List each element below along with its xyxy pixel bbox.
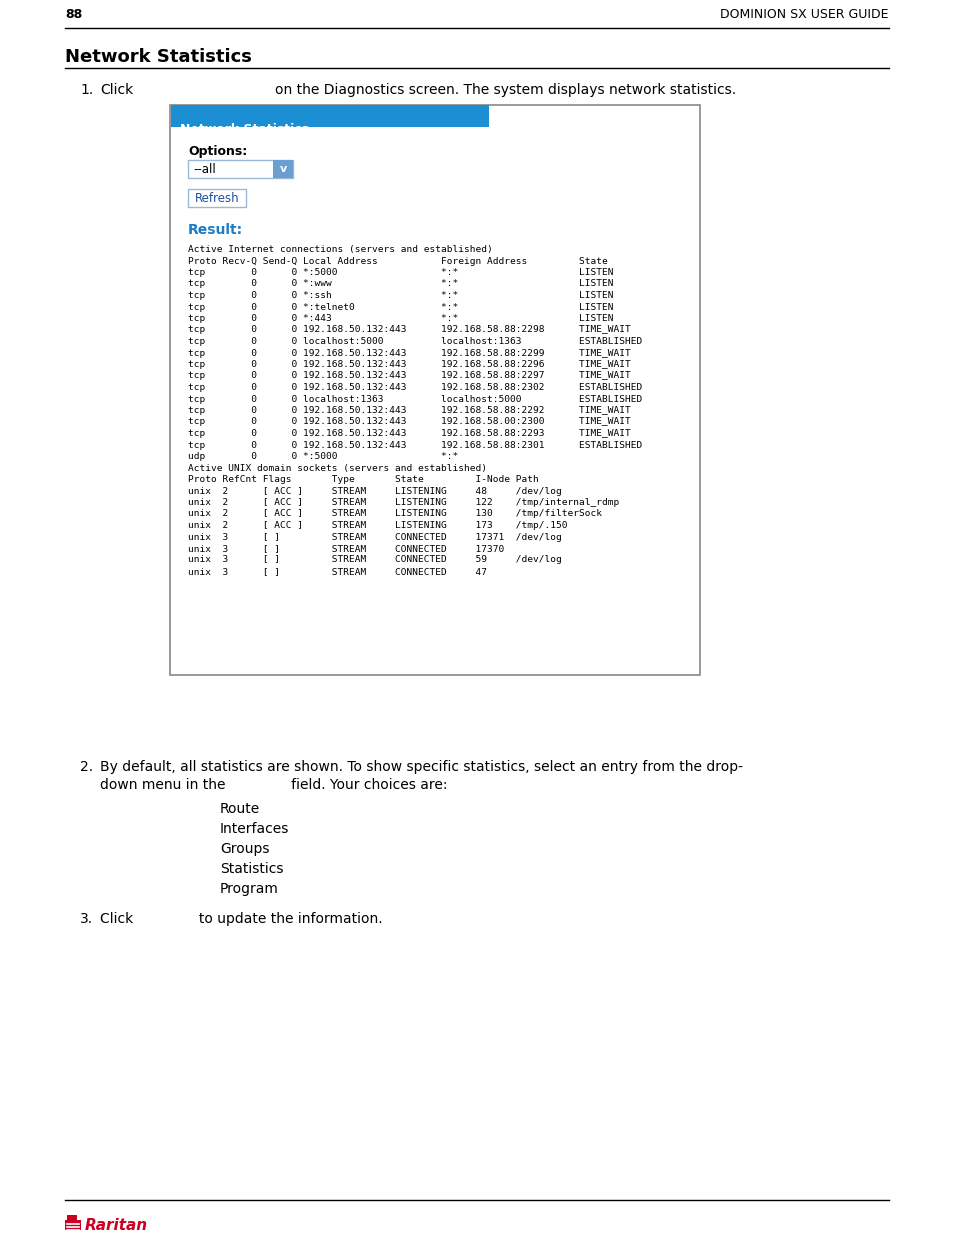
Text: Proto RefCnt Flags       Type       State         I-Node Path: Proto RefCnt Flags Type State I-Node Pat… xyxy=(188,475,538,484)
Text: tcp        0      0 *:5000                  *:*                     LISTEN: tcp 0 0 *:5000 *:* LISTEN xyxy=(188,268,613,277)
Text: 3.: 3. xyxy=(80,911,93,926)
Text: v: v xyxy=(279,164,286,174)
Text: Statistics: Statistics xyxy=(220,862,283,876)
Text: Active UNIX domain sockets (servers and established): Active UNIX domain sockets (servers and … xyxy=(188,463,486,473)
FancyBboxPatch shape xyxy=(170,105,700,676)
FancyBboxPatch shape xyxy=(65,1220,81,1230)
FancyBboxPatch shape xyxy=(273,161,293,178)
FancyBboxPatch shape xyxy=(171,105,489,127)
Text: Refresh: Refresh xyxy=(194,191,239,205)
Text: Route: Route xyxy=(220,802,260,816)
Text: udp        0      0 *:5000                  *:*: udp 0 0 *:5000 *:* xyxy=(188,452,457,461)
Text: tcp        0      0 *:ssh                   *:*                     LISTEN: tcp 0 0 *:ssh *:* LISTEN xyxy=(188,291,613,300)
Text: tcp        0      0 localhost:1363          localhost:5000          ESTABLISHED: tcp 0 0 localhost:1363 localhost:5000 ES… xyxy=(188,394,641,404)
Text: Options:: Options: xyxy=(188,144,247,158)
FancyBboxPatch shape xyxy=(188,189,246,207)
Text: tcp        0      0 192.168.50.132:443      192.168.58.88:2301      ESTABLISHED: tcp 0 0 192.168.50.132:443 192.168.58.88… xyxy=(188,441,641,450)
Text: unix  2      [ ACC ]     STREAM     LISTENING     173    /tmp/.150: unix 2 [ ACC ] STREAM LISTENING 173 /tmp… xyxy=(188,521,567,530)
Text: 1.: 1. xyxy=(80,83,93,98)
Text: Click               to update the information.: Click to update the information. xyxy=(100,911,382,926)
Text: tcp        0      0 192.168.50.132:443      192.168.58.88:2296      TIME_WAIT: tcp 0 0 192.168.50.132:443 192.168.58.88… xyxy=(188,359,630,369)
Text: Result:: Result: xyxy=(188,224,243,237)
Text: tcp        0      0 *:443                   *:*                     LISTEN: tcp 0 0 *:443 *:* LISTEN xyxy=(188,314,613,324)
Text: Active Internet connections (servers and established): Active Internet connections (servers and… xyxy=(188,245,493,254)
Text: Program: Program xyxy=(220,882,278,897)
Text: Click: Click xyxy=(100,83,133,98)
Text: 88: 88 xyxy=(65,7,82,21)
Text: tcp        0      0 192.168.50.132:443      192.168.58.88:2298      TIME_WAIT: tcp 0 0 192.168.50.132:443 192.168.58.88… xyxy=(188,326,630,335)
Text: unix  2      [ ACC ]     STREAM     LISTENING     130    /tmp/filterSock: unix 2 [ ACC ] STREAM LISTENING 130 /tmp… xyxy=(188,510,601,519)
Text: tcp        0      0 192.168.50.132:443      192.168.58.88:2297      TIME_WAIT: tcp 0 0 192.168.50.132:443 192.168.58.88… xyxy=(188,372,630,380)
Text: tcp        0      0 192.168.50.132:443      192.168.58.88:2292      TIME_WAIT: tcp 0 0 192.168.50.132:443 192.168.58.88… xyxy=(188,406,630,415)
FancyBboxPatch shape xyxy=(67,1215,77,1221)
Text: Network Statistics: Network Statistics xyxy=(180,124,309,136)
Text: unix  2      [ ACC ]     STREAM     LISTENING     48     /dev/log: unix 2 [ ACC ] STREAM LISTENING 48 /dev/… xyxy=(188,487,561,495)
Text: Raritan: Raritan xyxy=(85,1218,148,1233)
Text: unix  3      [ ]         STREAM     CONNECTED     59     /dev/log: unix 3 [ ] STREAM CONNECTED 59 /dev/log xyxy=(188,556,561,564)
Text: tcp        0      0 *:telnet0               *:*                     LISTEN: tcp 0 0 *:telnet0 *:* LISTEN xyxy=(188,303,613,311)
Text: Interfaces: Interfaces xyxy=(220,823,289,836)
Text: tcp        0      0 192.168.50.132:443      192.168.58.88:2299      TIME_WAIT: tcp 0 0 192.168.50.132:443 192.168.58.88… xyxy=(188,348,630,357)
Text: Groups: Groups xyxy=(220,842,269,856)
Text: tcp        0      0 *:www                   *:*                     LISTEN: tcp 0 0 *:www *:* LISTEN xyxy=(188,279,613,289)
Text: tcp        0      0 localhost:5000          localhost:1363          ESTABLISHED: tcp 0 0 localhost:5000 localhost:1363 ES… xyxy=(188,337,641,346)
Text: 2.: 2. xyxy=(80,760,93,774)
Text: tcp        0      0 192.168.50.132:443      192.168.58.00:2300      TIME_WAIT: tcp 0 0 192.168.50.132:443 192.168.58.00… xyxy=(188,417,630,426)
Text: DOMINION SX USER GUIDE: DOMINION SX USER GUIDE xyxy=(720,7,888,21)
Text: Network Statistics: Network Statistics xyxy=(65,48,252,65)
Text: down menu in the               field. Your choices are:: down menu in the field. Your choices are… xyxy=(100,778,447,792)
Text: unix  2      [ ACC ]     STREAM     LISTENING     122    /tmp/internal_rdmp: unix 2 [ ACC ] STREAM LISTENING 122 /tmp… xyxy=(188,498,618,508)
Text: --all: --all xyxy=(193,163,215,177)
Text: unix  3      [ ]         STREAM     CONNECTED     47: unix 3 [ ] STREAM CONNECTED 47 xyxy=(188,567,486,576)
Text: By default, all statistics are shown. To show specific statistics, select an ent: By default, all statistics are shown. To… xyxy=(100,760,742,774)
Text: on the Diagnostics screen. The system displays network statistics.: on the Diagnostics screen. The system di… xyxy=(274,83,736,98)
Text: unix  3      [ ]         STREAM     CONNECTED     17371  /dev/log: unix 3 [ ] STREAM CONNECTED 17371 /dev/l… xyxy=(188,532,561,541)
FancyBboxPatch shape xyxy=(188,161,293,178)
Text: tcp        0      0 192.168.50.132:443      192.168.58.88:2293      TIME_WAIT: tcp 0 0 192.168.50.132:443 192.168.58.88… xyxy=(188,429,630,438)
Text: Proto Recv-Q Send-Q Local Address           Foreign Address         State: Proto Recv-Q Send-Q Local Address Foreig… xyxy=(188,257,607,266)
Text: tcp        0      0 192.168.50.132:443      192.168.58.88:2302      ESTABLISHED: tcp 0 0 192.168.50.132:443 192.168.58.88… xyxy=(188,383,641,391)
Text: unix  3      [ ]         STREAM     CONNECTED     17370: unix 3 [ ] STREAM CONNECTED 17370 xyxy=(188,543,504,553)
